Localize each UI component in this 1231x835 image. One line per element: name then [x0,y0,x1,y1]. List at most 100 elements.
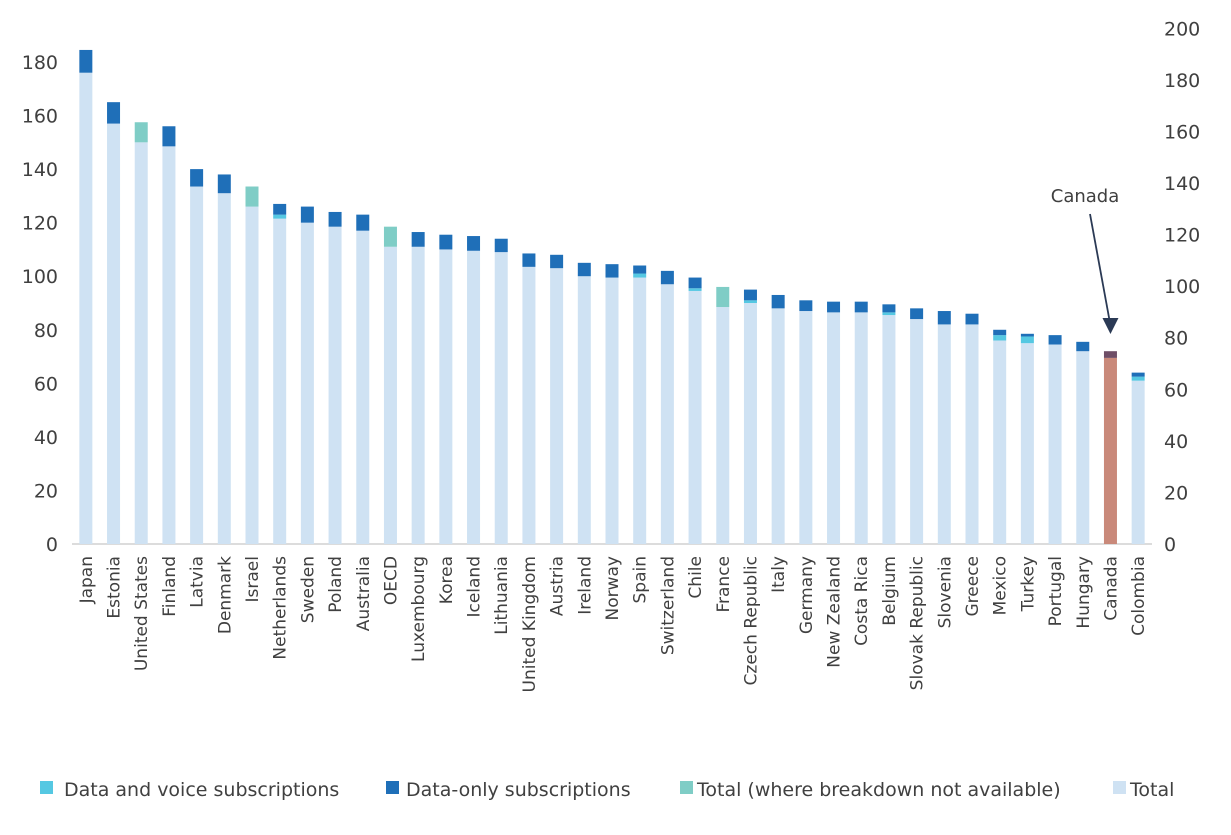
bar-korea-data-only-subscriptions [439,234,453,250]
legend-label-total-where-breakdown-not-available: Total (where breakdown not available) [696,779,1061,801]
bar-spain-data-and-voice-subscriptions [633,273,647,278]
category-label-new-zealand: New Zealand [825,556,845,668]
y-left-tick-label: 100 [22,266,58,288]
category-label-canada: Canada [1101,556,1121,621]
y-right-tick-label: 180 [1164,70,1200,92]
bar-slovenia-data-only-subscriptions [937,311,951,325]
bar-colombia-data-only-subscriptions [1131,372,1145,377]
bar-slovenia-total [937,324,951,544]
category-label-austria: Austria [548,556,568,616]
y-left-tick-label: 180 [22,52,58,74]
legend-swatch-data-only-subscriptions [386,781,399,794]
y-right-tick-label: 60 [1164,379,1188,401]
category-label-australia: Australia [354,556,374,631]
bar-latvia-total [190,186,204,544]
bar-norway-total [605,277,619,544]
category-label-latvia: Latvia [188,556,208,608]
bar-czech-republic-data-and-voice-subscriptions [743,300,757,303]
category-label-united-states: United States [132,556,152,671]
legend-label-data-and-voice-subscriptions: Data and voice subscriptions [64,779,339,801]
bar-ireland-total [577,276,591,544]
bar-mexico-data-only-subscriptions [993,329,1007,336]
category-label-norway: Norway [603,556,623,621]
bar-netherlands-data-only-subscriptions [273,203,287,215]
category-label-mexico: Mexico [991,556,1011,615]
category-label-japan: Japan [77,556,97,604]
bar-canada-data-only [1103,351,1117,358]
y-left-tick-label: 0 [46,534,58,556]
bar-poland-data-only-subscriptions [328,211,342,227]
category-label-costa-rica: Costa Rica [852,556,872,646]
y-left-tick-label: 60 [34,373,58,395]
category-label-netherlands: Netherlands [271,556,291,660]
bar-switzerland-data-only-subscriptions [660,270,674,285]
bar-germany-data-only-subscriptions [799,300,813,312]
y-left-tick-label: 120 [22,213,58,235]
bar-turkey-data-and-voice-subscriptions [1020,336,1034,344]
bar-colombia-total [1131,380,1145,544]
y-left-tick-label: 140 [22,159,58,181]
legend-label-total: Total [1129,779,1174,801]
category-label-colombia: Colombia [1129,556,1149,636]
bar-oecd-total-base [383,246,397,544]
bar-spain-total [633,277,647,544]
y-left-tick-label: 80 [34,320,58,342]
bar-united-kingdom-data-only-subscriptions [522,253,536,267]
bar-canada-data-and-voice [1103,357,1117,544]
category-label-sweden: Sweden [298,556,318,623]
bar-luxembourg-total [411,246,425,544]
bar-new-zealand-total [827,312,841,544]
y-right-tick-label: 100 [1164,276,1200,298]
legend-label-data-only-subscriptions: Data-only subscriptions [406,779,631,801]
bar-italy-total [771,308,785,544]
category-label-united-kingdom: United Kingdom [520,556,540,692]
legend-swatch-total [1113,781,1126,794]
bar-germany-total [799,311,813,544]
bar-chile-total [688,290,702,544]
bar-denmark-total [217,193,231,545]
bar-greece-data-only-subscriptions [965,313,979,325]
bar-italy-data-only-subscriptions [771,294,785,309]
category-label-lithuania: Lithuania [492,556,512,635]
category-label-czech-republic: Czech Republic [741,556,761,685]
bar-norway-data-only-subscriptions [605,264,619,278]
bar-united-states-total-no-breakdown [134,122,148,143]
bar-finland-total [162,146,176,545]
bar-lithuania-total [494,252,508,544]
category-label-oecd: OECD [381,556,401,605]
y-right-tick-label: 0 [1164,534,1176,556]
y-right-tick-label: 120 [1164,225,1200,247]
category-label-turkey: Turkey [1018,556,1038,612]
category-label-slovenia: Slovenia [935,556,955,628]
legend-swatch-total-where-breakdown-not-available [680,781,693,794]
bar-iceland-data-only-subscriptions [467,236,481,251]
category-label-spain: Spain [631,556,651,604]
bar-lithuania-data-only-subscriptions [494,238,508,253]
category-label-poland: Poland [326,556,346,613]
bar-latvia-data-only-subscriptions [190,169,204,187]
bar-turkey-total [1020,343,1034,544]
bar-austria-total [550,268,564,544]
annotation-label: Canada [1051,186,1120,207]
bar-costa-rica-data-only-subscriptions [854,301,868,313]
y-right-tick-label: 160 [1164,121,1200,143]
category-label-ireland: Ireland [575,556,595,615]
bar-turkey-data-only-subscriptions [1020,333,1034,337]
bar-colombia-data-and-voice-subscriptions [1131,376,1145,381]
bar-portugal-data-only-subscriptions [1048,335,1062,345]
bar-france-total-no-breakdown [716,286,730,308]
bar-switzerland-total [660,284,674,544]
category-label-italy: Italy [769,556,789,593]
y-right-tick-label: 40 [1164,431,1188,453]
bar-portugal-total [1048,344,1062,544]
bar-austria-data-only-subscriptions [550,254,564,269]
category-label-switzerland: Switzerland [658,556,678,655]
bar-united-states-total-base [134,142,148,544]
category-label-greece: Greece [963,556,983,617]
bar-greece-total [965,324,979,544]
category-label-iceland: Iceland [465,556,485,618]
category-label-belgium: Belgium [880,556,900,626]
y-left-tick-label: 20 [34,480,58,502]
